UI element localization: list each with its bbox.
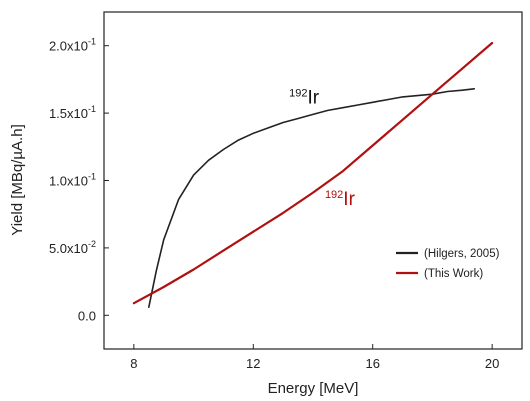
legend: (Hilgers, 2005) (This Work) xyxy=(396,248,500,280)
legend-label-this-work: (This Work) xyxy=(424,268,483,280)
y-axis-title: Yield [MBq/µA.h] xyxy=(9,124,26,235)
x-tick-label: 8 xyxy=(130,356,137,371)
x-axis-title: Energy [MeV] xyxy=(268,380,359,397)
series-line-hilgers xyxy=(148,88,475,308)
annotation-label: 192Ir xyxy=(325,189,356,210)
y-tick-label: 2.0x10-1 xyxy=(49,37,96,54)
x-tick-label: 20 xyxy=(485,356,499,371)
series-layer xyxy=(132,41,494,308)
plot-frame xyxy=(103,11,523,350)
x-tick-label: 16 xyxy=(365,356,379,371)
x-axis-ticks: 8 12 16 20 xyxy=(130,344,499,371)
y-tick-label: 0.0 xyxy=(78,308,96,323)
y-axis-ticks: 0.0 5.0x10-2 1.0x10-1 1.5x10-1 2.0x10-1 xyxy=(49,37,109,323)
legend-label-hilgers: (Hilgers, 2005) xyxy=(424,248,500,260)
y-tick-label: 5.0x10-2 xyxy=(49,239,96,256)
annotation-label: 192Ir xyxy=(289,88,320,109)
annotation-layer: 192Ir 192Ir xyxy=(289,88,355,210)
y-tick-label: 1.5x10-1 xyxy=(49,104,96,121)
y-tick-label: 1.0x10-1 xyxy=(49,172,96,189)
x-tick-label: 12 xyxy=(246,356,260,371)
series-line-this-work xyxy=(132,41,494,305)
